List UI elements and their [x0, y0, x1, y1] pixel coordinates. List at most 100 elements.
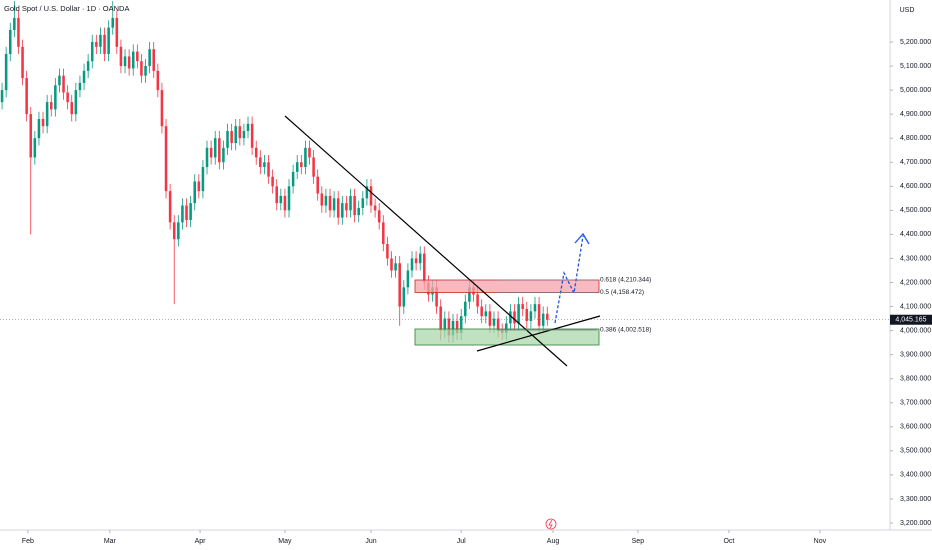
- x-tick-label: Jul: [457, 538, 466, 545]
- candle-body: [62, 75, 65, 93]
- candle-body: [13, 17, 16, 30]
- candle-body: [455, 320, 459, 334]
- candle-body: [4, 54, 8, 91]
- support-zone: [414, 328, 600, 346]
- candle-body: [86, 61, 90, 71]
- candle-body: [291, 171, 295, 187]
- y-tick-label: 5,200.000: [900, 39, 931, 46]
- fib-label: 0.386 (4,002.518): [600, 327, 651, 334]
- projection-arrow: [554, 235, 584, 324]
- candle-body: [189, 203, 192, 220]
- candle-body: [222, 147, 225, 163]
- candle-body: [517, 304, 520, 324]
- candle-body: [250, 123, 254, 148]
- candle-body: [386, 244, 389, 259]
- y-tick-label: 3,800.000: [900, 376, 931, 383]
- event-icon-bolt: [548, 519, 553, 529]
- candle-body: [205, 147, 209, 168]
- candle-body: [144, 66, 147, 76]
- y-tick-label: 3,900.000: [900, 351, 931, 358]
- candle-body: [328, 195, 332, 211]
- candle-body: [468, 287, 471, 302]
- candle-body: [103, 34, 106, 55]
- candle-body: [181, 205, 184, 223]
- candle-body: [488, 311, 492, 326]
- candle-body: [21, 46, 24, 79]
- candle-body: [164, 126, 168, 192]
- candle-body: [111, 17, 115, 28]
- y-tick-label: 3,300.000: [900, 496, 931, 503]
- x-tick-label: May: [278, 538, 292, 545]
- x-tick-label: Sep: [632, 538, 645, 545]
- candle-body: [119, 46, 123, 67]
- candle-body: [41, 118, 45, 127]
- candle-body: [29, 114, 33, 158]
- candle-body: [505, 323, 508, 334]
- candle-body: [279, 195, 283, 204]
- uptrend-line: [476, 315, 601, 352]
- candle-body: [213, 138, 217, 158]
- candle-body: [439, 306, 442, 331]
- candle-body: [476, 294, 479, 307]
- candle-body: [254, 147, 258, 158]
- candle-body: [406, 270, 410, 288]
- candle-body: [0, 90, 4, 103]
- chart-title: Gold Spot / U.S. Dollar · 1D · OANDA: [4, 4, 129, 13]
- candle-body: [78, 82, 82, 91]
- candle-body: [33, 138, 37, 158]
- candle-body: [267, 162, 270, 177]
- candle-body: [152, 49, 156, 71]
- candle-body: [74, 90, 78, 115]
- candle-body: [107, 27, 110, 55]
- candle-body: [308, 147, 311, 158]
- candle-body: [295, 162, 299, 172]
- x-tick-label: Nov: [814, 538, 827, 545]
- candle-body: [115, 17, 119, 47]
- candle-body: [423, 253, 426, 283]
- candle-body: [242, 130, 246, 139]
- candle-body: [287, 186, 291, 211]
- candle-body: [529, 311, 533, 321]
- currency-label: USD: [900, 7, 915, 14]
- last-price-tag: [890, 314, 932, 325]
- candle-body: [54, 85, 57, 110]
- candle-body: [484, 311, 488, 317]
- candle-body: [123, 56, 127, 67]
- candle-body: [90, 41, 94, 62]
- candle-body: [275, 186, 278, 204]
- x-tick-label: Jun: [365, 538, 376, 545]
- y-tick-label: 4,900.000: [900, 111, 931, 118]
- candle-body: [234, 126, 237, 144]
- candle-body: [521, 304, 524, 309]
- y-tick-label: 4,300.000: [900, 255, 931, 262]
- x-tick-label: Feb: [22, 538, 34, 545]
- candle-body: [361, 198, 365, 208]
- candle-body: [148, 49, 151, 67]
- candle-body: [480, 306, 483, 317]
- candle-body: [209, 147, 213, 158]
- fib-label: 0.618 (4,210.344): [600, 277, 651, 284]
- y-tick-label: 4,800.000: [900, 135, 931, 142]
- x-tick-label: Aug: [547, 538, 560, 545]
- candle-body: [332, 198, 336, 211]
- candle-body: [99, 34, 102, 47]
- candle-body: [324, 195, 328, 206]
- candle-body: [377, 210, 381, 223]
- candle-body: [177, 222, 180, 240]
- candle-body: [414, 258, 418, 264]
- candle-body: [492, 318, 496, 326]
- candle-body: [464, 301, 467, 317]
- event-icon: [545, 518, 557, 530]
- candle-body: [156, 70, 160, 91]
- resistance-zone: [414, 279, 600, 293]
- candle-body: [226, 130, 229, 148]
- candle-body: [537, 304, 541, 326]
- candle-body: [127, 56, 131, 69]
- candle-body: [447, 318, 451, 336]
- candle-body: [238, 126, 242, 139]
- last-price-label: 4,045.165: [895, 317, 926, 324]
- y-tick-label: 4,600.000: [900, 183, 931, 190]
- candle-body: [131, 51, 135, 69]
- candle-body: [533, 304, 537, 312]
